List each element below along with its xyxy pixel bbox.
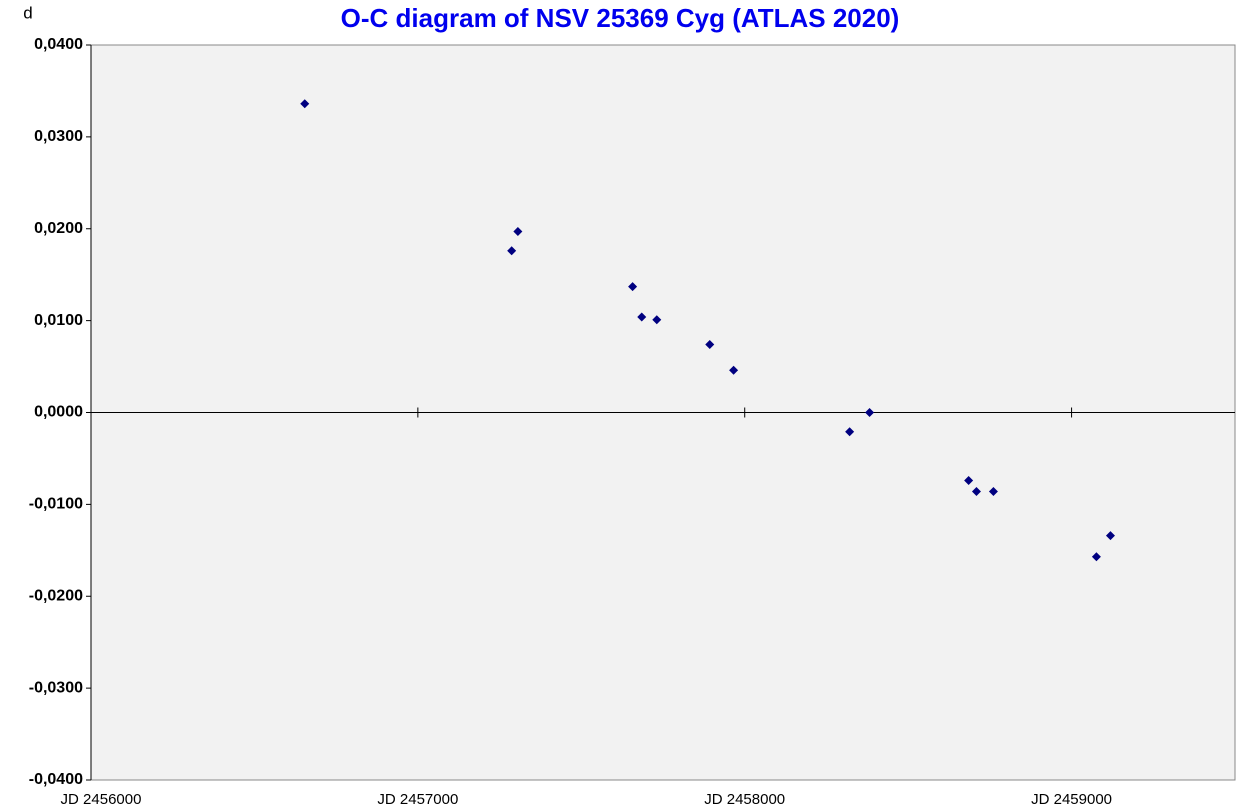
point — [1105, 531, 1115, 541]
x-tick-label: JD 2458000 — [704, 791, 785, 808]
point — [705, 340, 715, 350]
point — [988, 487, 998, 497]
point — [513, 227, 523, 237]
point — [865, 408, 875, 417]
point — [637, 312, 647, 322]
y-tick-label: 0,0200 — [34, 220, 83, 237]
x-tick-label: JD 2459000 — [1031, 791, 1112, 808]
y-tick-label: -0,0100 — [29, 496, 83, 513]
chart-title: O-C diagram of NSV 25369 Cyg (ATLAS 2020… — [341, 3, 900, 33]
point — [964, 475, 974, 485]
x-tick-label: JD 2457000 — [377, 791, 458, 808]
y-tick-label: 0,0300 — [34, 128, 83, 145]
point — [628, 282, 638, 292]
y-axis-label: d — [23, 3, 32, 22]
point — [652, 315, 662, 325]
y-tick-label: -0,0200 — [29, 587, 83, 604]
point — [729, 365, 739, 375]
point — [971, 487, 981, 497]
y-tick-label: -0,0300 — [29, 679, 83, 696]
x-tick-label: JD 2456000 — [61, 791, 142, 808]
point — [507, 246, 517, 256]
point — [845, 427, 855, 437]
y-tick-label: 0,0000 — [34, 404, 83, 421]
y-tick-label: -0,0400 — [29, 771, 83, 788]
y-tick-label: 0,0100 — [34, 312, 83, 329]
point — [300, 99, 310, 109]
y-tick-label: 0,0400 — [34, 36, 83, 53]
point — [1091, 552, 1101, 562]
